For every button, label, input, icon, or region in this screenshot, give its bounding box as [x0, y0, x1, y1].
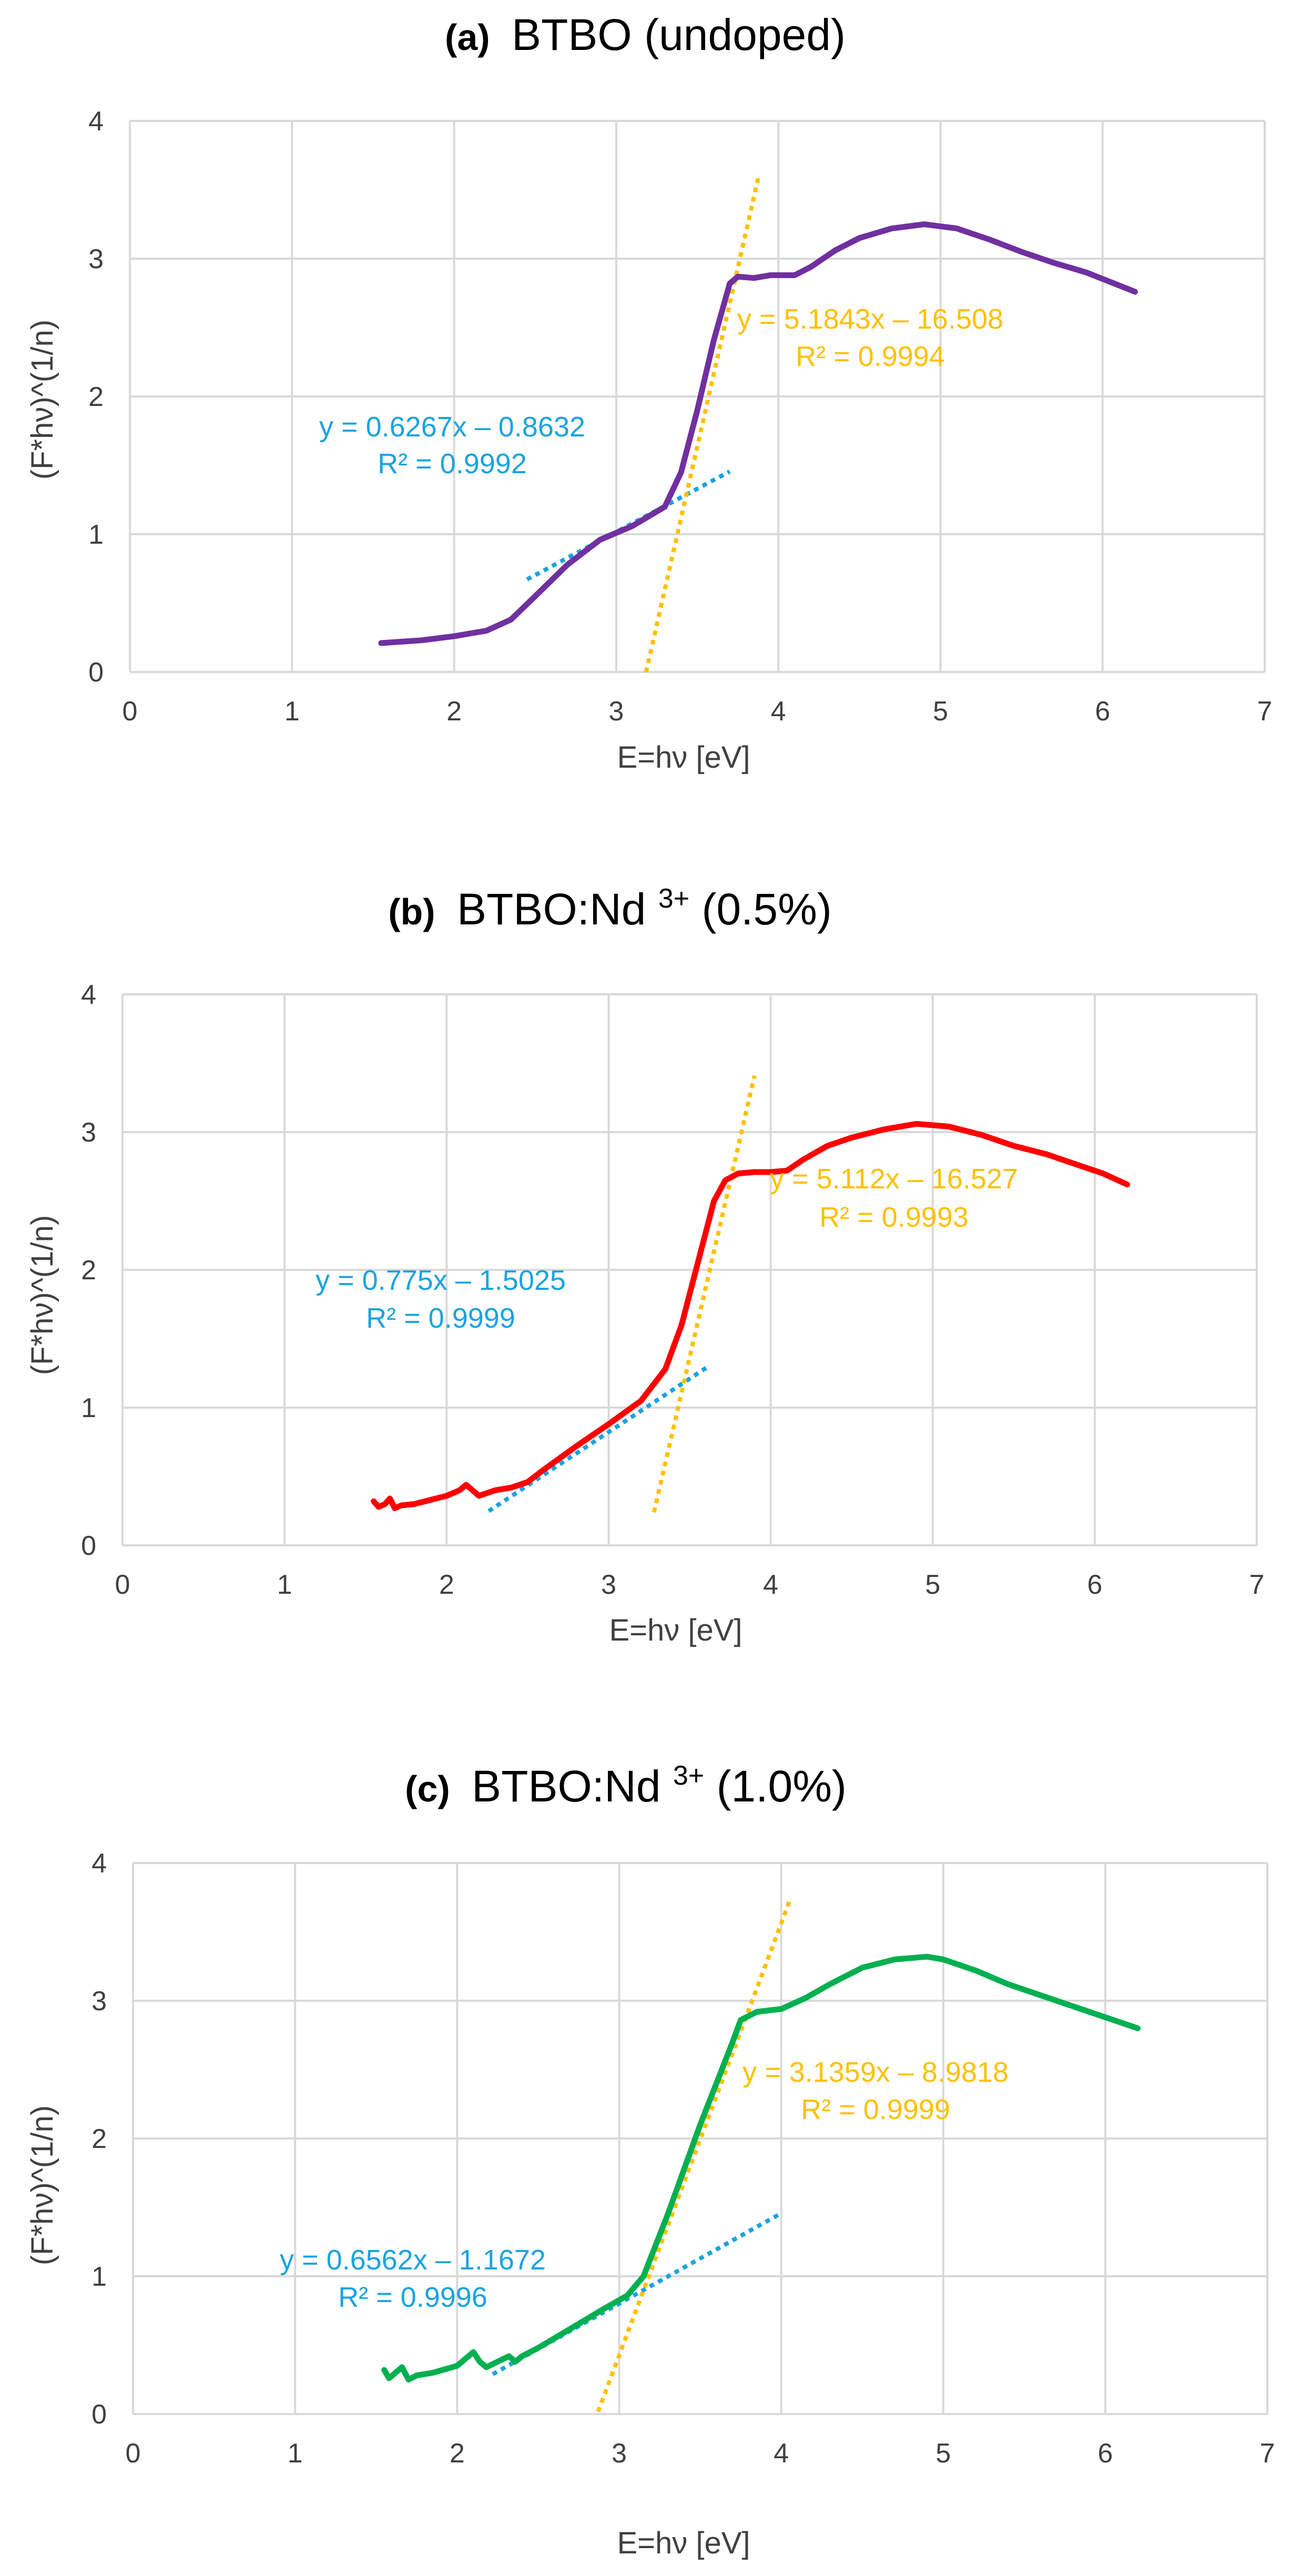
- chart-panel-b: 0 1 2 3 4 5 6 7 0 1 2 3 4 (b) BTBO:Nd 3+ (0.5%) E=hν…: [0, 859, 1291, 1717]
- ticks-c: 0 1 2 3 4 5 6 7 0 1 2 3 4: [92, 1848, 1275, 2469]
- y-tick-label: 0: [81, 1531, 96, 1561]
- x-axis-label-b: E=hν [eV]: [609, 1613, 742, 1647]
- series-line-c: [381, 1953, 1141, 2382]
- x-tick-label: 2: [446, 696, 462, 727]
- y-tick-label: 4: [81, 980, 96, 1010]
- x-tick-label: 4: [763, 1570, 778, 1600]
- y-tick-label: 2: [81, 1255, 96, 1286]
- series-b: [371, 1121, 1130, 1511]
- fit-r2-yellow-b: R² = 0.9993: [819, 1202, 969, 1233]
- series-line-b: [371, 1121, 1130, 1511]
- y-tick-label: 0: [88, 657, 104, 688]
- chart-title-c: (c) BTBO:Nd 3+ (1.0%): [405, 1745, 847, 1811]
- y-tick-label: 4: [92, 1848, 107, 1879]
- y-tick-label: 4: [88, 106, 104, 137]
- fit-r2-blue-b: R² = 0.9999: [366, 1302, 515, 1334]
- fit-equation-yellow-c: y = 3.1359x – 8.9818: [743, 2056, 1009, 2088]
- x-axis-label-c: E=hν [eV]: [617, 2526, 750, 2560]
- y-axis-label-b: (F*hν)^(1/n): [25, 1215, 59, 1375]
- series-line-a: [378, 221, 1138, 646]
- y-axis-label-a: (F*hν)^(1/n): [25, 320, 59, 480]
- title-suffix-c: (1.0%): [716, 1762, 846, 1811]
- chart-panel-c: 0 1 2 3 4 5 6 7 0 1 2 3 4 (c) BTBO:Nd 3+ (1.0%) E=hν…: [0, 1717, 1291, 2576]
- fit-line-yellow-b: [652, 1075, 757, 1513]
- fit-line-blue-b: [487, 1364, 710, 1513]
- y-tick-label: 1: [88, 520, 104, 550]
- x-tick-label: 3: [601, 1570, 616, 1600]
- y-axis-label-c: (F*hν)^(1/n): [25, 2105, 59, 2265]
- y-tick-label: 3: [92, 1986, 107, 2017]
- x-tick-label: 0: [123, 696, 138, 727]
- fit-lines-c: [492, 1897, 793, 2412]
- grid-c: [132, 1862, 1268, 2415]
- x-tick-label: 3: [612, 2438, 627, 2469]
- fit-line-blue-c: [492, 2213, 779, 2376]
- y-tick-label: 0: [92, 2399, 107, 2430]
- fit-equation-blue-b: y = 0.775x – 1.5025: [316, 1265, 566, 1296]
- x-tick-label: 0: [126, 2438, 141, 2469]
- y-tick-label: 3: [81, 1117, 96, 1148]
- x-tick-label: 7: [1249, 1570, 1265, 1600]
- x-tick-label: 6: [1087, 1570, 1102, 1600]
- x-tick-label: 5: [925, 1570, 940, 1600]
- grid-b: [121, 993, 1258, 1546]
- title-prefix-b: (b): [388, 891, 435, 932]
- y-tick-label: 3: [88, 244, 104, 274]
- x-tick-label: 1: [284, 696, 300, 727]
- x-tick-label: 7: [1257, 696, 1273, 727]
- chart-title-b: (b) BTBO:Nd 3+ (0.5%): [388, 868, 832, 934]
- chart-title-a: (a) BTBO (undoped): [445, 10, 846, 59]
- y-tick-label: 2: [88, 382, 104, 412]
- chart-svg-c: 0 1 2 3 4 5 6 7 0 1 2 3 4 (c) BTBO:Nd 3+ (1.0%) E=hν…: [25, 1745, 1275, 2560]
- y-tick-label: 1: [81, 1393, 96, 1423]
- fit-equation-blue-a: y = 0.6267x – 0.8632: [319, 411, 585, 443]
- title-suffix-b: (0.5%): [702, 884, 831, 934]
- title-main-a: BTBO (undoped): [512, 10, 846, 59]
- fit-r2-yellow-a: R² = 0.9994: [796, 341, 945, 372]
- fit-equation-blue-c: y = 0.6562x – 1.1672: [280, 2244, 546, 2276]
- fit-line-yellow-a: [644, 175, 761, 673]
- fit-r2-blue-c: R² = 0.9996: [338, 2282, 487, 2313]
- fit-equation-yellow-b: y = 5.112x – 16.527: [770, 1163, 1018, 1195]
- y-tick-label: 2: [92, 2124, 107, 2154]
- title-prefix-a: (a): [445, 17, 490, 58]
- x-axis-label-a: E=hν [eV]: [617, 740, 750, 775]
- chart-svg-a: 0 1 2 3 4 5 6 7 0 1 2 3 4 (a) BTBO (undoped) E=hν [e…: [25, 10, 1272, 775]
- fit-r2-blue-a: R² = 0.9992: [378, 448, 527, 480]
- x-tick-label: 5: [936, 2438, 951, 2469]
- x-tick-label: 4: [771, 696, 786, 727]
- ticks-a: 0 1 2 3 4 5 6 7 0 1 2 3 4: [88, 106, 1272, 727]
- x-tick-label: 7: [1260, 2438, 1275, 2469]
- x-tick-label: 5: [933, 696, 948, 727]
- title-prefix-c: (c): [405, 1768, 450, 1809]
- fit-line-yellow-c: [596, 1897, 793, 2412]
- x-tick-label: 4: [774, 2438, 789, 2469]
- title-main-c: BTBO:Nd: [472, 1762, 660, 1811]
- x-tick-label: 3: [608, 696, 624, 727]
- chart-svg-b: 0 1 2 3 4 5 6 7 0 1 2 3 4 (b) BTBO:Nd 3+ (0.5%) E=hν…: [25, 868, 1264, 1647]
- series-c: [381, 1953, 1141, 2382]
- title-main-b: BTBO:Nd: [457, 884, 646, 934]
- x-tick-label: 6: [1097, 2438, 1113, 2469]
- ticks-b: 0 1 2 3 4 5 6 7 0 1 2 3 4: [81, 980, 1264, 1600]
- chart-panel-a: 0 1 2 3 4 5 6 7 0 1 2 3 4 (a) BTBO (undoped) E=hν [e…: [0, 0, 1291, 859]
- x-tick-label: 2: [439, 1570, 454, 1600]
- title-sup-b: 3+: [658, 883, 689, 914]
- x-tick-label: 1: [277, 1570, 292, 1600]
- fit-r2-yellow-c: R² = 0.9999: [801, 2094, 950, 2125]
- fit-lines-b: [487, 1075, 757, 1513]
- series-a: [378, 221, 1138, 646]
- x-tick-label: 6: [1095, 696, 1110, 727]
- title-sup-c: 3+: [673, 1760, 704, 1791]
- fit-equation-yellow-a: y = 5.1843x – 16.508: [737, 303, 1003, 335]
- grid-a: [129, 120, 1266, 673]
- x-tick-label: 0: [115, 1570, 130, 1600]
- x-tick-label: 1: [288, 2438, 303, 2469]
- x-tick-label: 2: [450, 2438, 465, 2469]
- y-tick-label: 1: [92, 2262, 107, 2292]
